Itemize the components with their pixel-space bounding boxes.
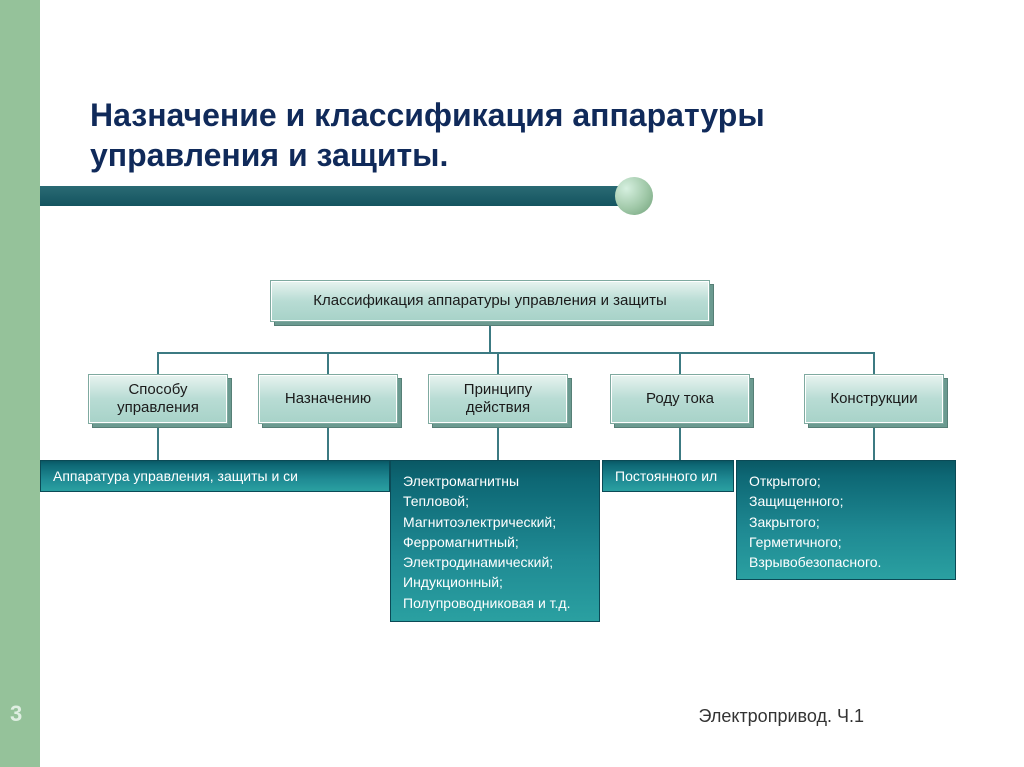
diagram-leaf-principle: Электромагнитны Тепловой; Магнитоэлектри… — [390, 460, 600, 622]
title-underline — [40, 186, 650, 206]
diagram-root: Классификация аппаратуры управления и за… — [270, 280, 710, 322]
diagram-leaf-method: Аппаратура управления, защиты и си — [40, 460, 390, 492]
slide-footer: Электропривод. Ч.1 — [699, 706, 865, 727]
connector — [157, 424, 159, 460]
diagram-leaf-design: Открытого; Защищенного; Закрытого; Герме… — [736, 460, 956, 580]
connector — [157, 352, 159, 374]
slide-left-bar — [0, 0, 40, 767]
classification-diagram: Классификация аппаратуры управления и за… — [40, 280, 1000, 660]
connector — [327, 352, 329, 374]
connector — [679, 352, 681, 374]
connector — [873, 424, 875, 460]
diagram-category-method: Способу управления — [88, 374, 228, 424]
diagram-category-purpose: Назначению — [258, 374, 398, 424]
connector — [873, 352, 875, 374]
connector — [489, 322, 491, 352]
connector — [497, 352, 499, 374]
connector — [679, 424, 681, 460]
title-bullet-circle — [615, 177, 653, 215]
diagram-category-design: Конструкции — [804, 374, 944, 424]
slide-title: Назначение и классификация аппаратуры уп… — [90, 95, 850, 175]
connector — [327, 424, 329, 460]
connector — [497, 424, 499, 460]
diagram-category-current: Роду тока — [610, 374, 750, 424]
page-number: 3 — [10, 701, 22, 727]
diagram-category-principle: Принципу действия — [428, 374, 568, 424]
connector — [158, 352, 874, 354]
diagram-leaf-current: Постоянного ил — [602, 460, 734, 492]
